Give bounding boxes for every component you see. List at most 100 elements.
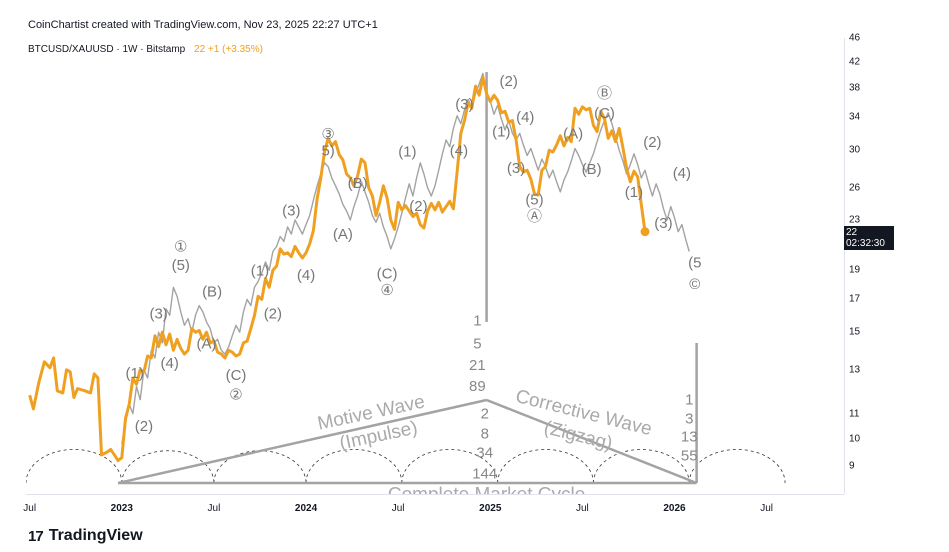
price-tick-label: 10 [849, 433, 861, 445]
wave-label: (1) [398, 143, 416, 160]
wave-label: (3) [282, 202, 300, 219]
wave-label: ① [174, 238, 187, 255]
wave-label: (4) [673, 165, 691, 182]
wave-template-line [121, 72, 690, 445]
wave-label: (A) [333, 226, 353, 243]
wave-label: (2) [500, 73, 518, 90]
wave-label: (2) [643, 134, 661, 151]
cycle-arc [26, 449, 123, 484]
wave-label: (5 [688, 254, 701, 271]
chart-svg: (1)(2)(3)(4)①(5)(B)(A)(C)②(1)(2)(3)(4)③5… [26, 72, 786, 494]
fibonacci-number: 34 [476, 445, 493, 462]
wave-label: 5) [321, 143, 334, 160]
price-tick-label: 26 [849, 182, 861, 194]
wave-label: ③ [321, 126, 334, 143]
time-tick-label: Jul [391, 503, 405, 514]
fibonacci-number: 2 [481, 405, 489, 422]
wave-label: (1) [251, 263, 269, 280]
wave-label: (B) [202, 283, 222, 300]
price-tick-label: 38 [849, 82, 861, 94]
wave-label: © [689, 276, 700, 293]
wave-label: (4) [516, 109, 534, 126]
wave-label: (A) [563, 125, 583, 142]
wave-label: (3) [149, 306, 167, 323]
cycle-arc [497, 449, 594, 484]
price-change: 22 +1 (+3.35%) [194, 44, 263, 55]
wave-label: (1) [126, 365, 144, 382]
time-tick-label: Jul [207, 503, 221, 514]
price-tick-label: 34 [849, 111, 861, 123]
price-tick-label: 13 [849, 364, 861, 376]
fibonacci-number: 1 [685, 391, 693, 408]
wave-label: (2) [264, 306, 282, 323]
price-tick-label: 19 [849, 264, 861, 276]
last-price-marker [640, 227, 650, 237]
motive-wave-line [117, 398, 487, 485]
wave-label: Ⓐ [527, 208, 542, 225]
time-tick-label: 2024 [294, 503, 318, 514]
fibonacci-number: 89 [469, 378, 486, 395]
wave-label: (4) [450, 143, 468, 160]
wave-label: ④ [380, 282, 393, 299]
time-axis[interactable]: Jul 2023 Jul 2024 Jul 2025 Jul 2026 Jul [23, 494, 844, 519]
symbol-legend[interactable]: BTCUSD/XAUUSD · 1W · Bitstamp 22 +1 (+3.… [28, 44, 263, 55]
wave-label: (1) [492, 124, 510, 141]
fibonacci-number: 13 [681, 428, 698, 445]
wave-label: Ⓑ [597, 85, 612, 102]
wave-label: (A) [197, 335, 217, 352]
cycle-label: Complete Market Cycle [388, 485, 585, 494]
wave-label: (5) [525, 191, 543, 208]
time-tick-label: 2026 [663, 503, 686, 514]
wave-label: (1) [625, 184, 643, 201]
price-tick-label: 30 [849, 144, 861, 156]
chart-credit: CoinChartist created with TradingView.co… [28, 19, 378, 31]
wave-label: (B) [348, 175, 368, 192]
cycle-arc [593, 449, 690, 484]
last-price: 22 [846, 226, 858, 238]
wave-label: ② [229, 387, 242, 404]
fibonacci-number: 144 [472, 465, 497, 482]
time-tick-label: Jul [575, 503, 589, 514]
fibonacci-number: 8 [481, 426, 489, 443]
wave-label: (3) [507, 160, 525, 177]
time-tick-label: 2025 [479, 503, 502, 514]
time-tick-label: Jul [760, 503, 774, 514]
wave-label: (C) [377, 266, 398, 283]
wave-label: (C) [226, 367, 247, 384]
wave-label: (4) [297, 267, 315, 284]
wave-label: (4) [161, 355, 179, 372]
wave-label: (B) [582, 161, 602, 178]
chart-plot-area[interactable]: (1) (2) (3) (4) ① (5) (B) (A) (C) ② (1) (2) (3) (4) ③ 5… [26, 38, 844, 494]
price-tick-label: 15 [849, 326, 861, 338]
cycle-arc [688, 449, 786, 484]
tradingview-logo[interactable]: 17 TradingView [28, 527, 143, 545]
bar-countdown: 02:32:30 [846, 237, 885, 249]
fibonacci-number: 55 [681, 448, 698, 465]
corrective-wave-line [486, 398, 698, 485]
fibonacci-number: 3 [685, 410, 693, 427]
price-tick-label: 46 [849, 32, 861, 44]
fibonacci-number: 1 [473, 312, 481, 329]
wave-label: (3) [455, 96, 473, 113]
tradingview-wordmark: TradingView [48, 527, 143, 544]
cycle-arc [213, 450, 307, 484]
cycle-arc [305, 449, 403, 484]
time-tick-label: Jul [23, 503, 37, 514]
price-tick-label: 17 [849, 293, 861, 305]
fibonacci-number: 5 [473, 335, 481, 352]
wave-label: (3) [654, 215, 672, 232]
price-tick-label: 11 [849, 408, 860, 420]
fibonacci-number: 21 [469, 357, 486, 374]
price-tick-label: 9 [849, 460, 855, 472]
price-tick-label: 42 [849, 56, 861, 68]
wave-label: (C) [594, 105, 615, 122]
symbol-name: BTCUSD/XAUUSD · 1W · Bitstamp [28, 44, 186, 55]
wave-label: (2) [409, 198, 427, 215]
cycle-arc [121, 450, 215, 484]
wave-label: (2) [135, 418, 153, 435]
tradingview-logo-icon: 17 [28, 527, 44, 545]
wave-label: (5) [172, 257, 190, 274]
price-tick-label: 23 [849, 214, 861, 226]
price-axis[interactable]: 46 42 38 34 30 26 23 19 17 15 13 11 10 9 [844, 33, 893, 494]
time-tick-label: 2023 [110, 503, 133, 514]
